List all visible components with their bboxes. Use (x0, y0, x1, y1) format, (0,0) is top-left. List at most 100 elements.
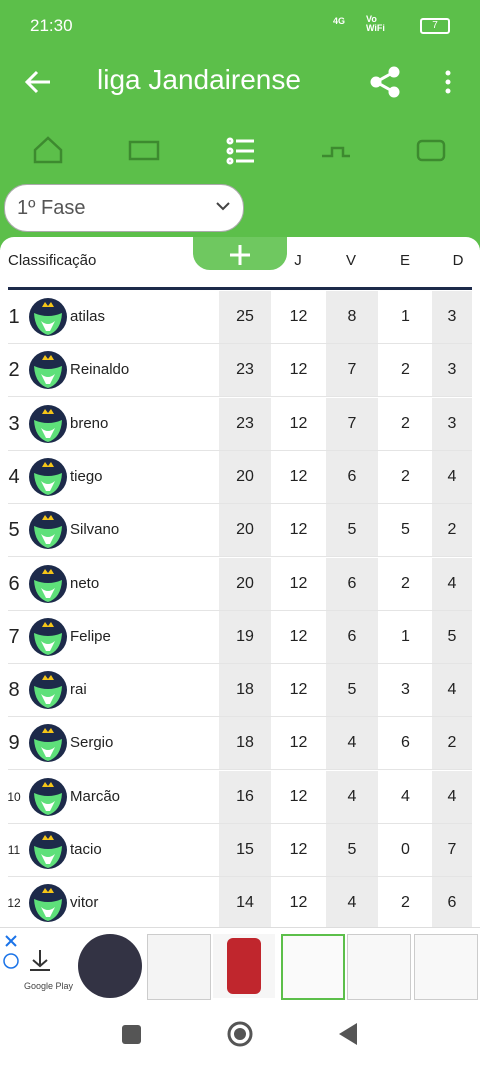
stat-cell: 5 (432, 610, 472, 663)
stat-cell: 12 (289, 467, 308, 485)
team-logo (29, 511, 67, 550)
table-row[interactable]: 20 12 5 5 2 5 Silvano (0, 504, 480, 558)
back-button[interactable] (339, 1023, 357, 1045)
table-row[interactable]: 23 12 7 2 3 2 Reinaldo (0, 344, 480, 398)
stat-cell: 12 (289, 787, 308, 805)
stat-cell: 6 (326, 610, 378, 663)
table-row[interactable]: 15 12 5 0 7 11 tacio (0, 824, 480, 877)
table-row[interactable]: 16 12 4 4 4 10 Marcão (0, 770, 480, 824)
stat-cell: 6 (326, 557, 378, 610)
stat-cell: 3 (432, 344, 472, 397)
stat-cell: 5 (326, 824, 378, 876)
time: 21:30 (30, 16, 73, 35)
header-e: E (399, 252, 410, 269)
toolbar-icons (24, 66, 451, 165)
team-name: Felipe (70, 627, 111, 645)
table-row[interactable]: 23 12 7 2 3 3 breno (0, 397, 480, 451)
rank: 1 (8, 306, 20, 328)
rank: 8 (8, 679, 20, 702)
stat-cell: 1 (401, 308, 410, 325)
stat-cell: 4 (432, 450, 472, 503)
team-logo (29, 617, 67, 656)
stat-cell: 12 (289, 894, 308, 912)
stat-cell: 7 (326, 397, 378, 450)
stat-cell: 14 (219, 877, 271, 927)
rank: 11 (7, 843, 21, 857)
bracket-tab[interactable] (322, 146, 350, 158)
rank: 2 (8, 359, 20, 382)
rank: 10 (7, 789, 21, 804)
team-name: Marcão (70, 787, 121, 805)
recents-button[interactable] (122, 1025, 141, 1044)
team-logo (29, 724, 67, 763)
stat-cell: 20 (219, 504, 271, 557)
row-separator (8, 876, 472, 877)
table-row[interactable]: 20 12 6 2 4 4 tiego (0, 450, 480, 504)
rank: 4 (8, 465, 20, 488)
stat-cell: 12 (289, 361, 308, 379)
team-name: Reinaldo (70, 361, 130, 379)
ad-image[interactable] (347, 934, 411, 1000)
stat-cell: 15 (219, 824, 271, 876)
ad-image[interactable] (414, 934, 478, 1000)
ad-image[interactable] (213, 934, 275, 998)
stat-cell: 12 (289, 841, 308, 858)
table-row[interactable]: 18 12 4 6 2 9 Sergio (0, 717, 480, 771)
share-icon[interactable] (370, 66, 400, 98)
stat-cell: 6 (432, 877, 472, 927)
stat-cell: 2 (401, 894, 410, 912)
phase-dropdown[interactable]: 1º Fase (4, 184, 244, 232)
stat-cell: 6 (326, 450, 378, 503)
row-separator (8, 502, 472, 504)
stat-cell: 18 (219, 717, 271, 770)
stat-cell: 7 (432, 824, 472, 876)
header-d: D (452, 252, 464, 269)
ad-image[interactable] (78, 934, 142, 998)
ad-image[interactable] (281, 934, 345, 1000)
stat-cell: 5 (326, 504, 378, 557)
field-tab[interactable] (128, 140, 160, 161)
stat-cell: 2 (432, 717, 472, 770)
ad-banner[interactable]: Google Play (0, 927, 480, 1002)
stat-cell: 25 (219, 291, 271, 343)
home-tab[interactable] (33, 136, 63, 164)
team-name: atilas (70, 308, 106, 325)
stat-cell: 4 (432, 557, 472, 610)
team-logo (29, 777, 67, 816)
stat-cell: 3 (432, 291, 472, 343)
store-label: Google Play (24, 981, 74, 991)
stat-cell: 23 (219, 397, 271, 450)
team-name: tacio (70, 841, 102, 858)
menu-icon[interactable] (445, 70, 451, 94)
stat-cell: 19 (219, 610, 271, 663)
home-button[interactable] (227, 1021, 253, 1047)
table-tab[interactable] (226, 137, 254, 165)
table-row[interactable]: 19 12 6 1 5 7 Felipe (0, 610, 480, 664)
row-separator (8, 609, 472, 611)
table-row[interactable]: 18 12 5 3 4 8 rai (0, 664, 480, 718)
stat-cell: 4 (326, 717, 378, 770)
stat-cell: 12 (289, 521, 308, 539)
chevron (216, 202, 230, 211)
stat-cell: 20 (219, 450, 271, 503)
stat-cell: 3 (432, 397, 472, 450)
stat-cell: 4 (326, 877, 378, 927)
stat-cell: 4 (401, 787, 410, 805)
rank: 7 (8, 625, 20, 648)
add-button[interactable] (193, 237, 287, 270)
ad-image[interactable] (147, 934, 211, 1000)
row-separator (8, 769, 472, 771)
team-logo (29, 404, 67, 443)
stat-cell: 2 (401, 361, 410, 379)
table-row[interactable]: 20 12 6 2 4 6 neto (0, 557, 480, 611)
back-icon[interactable] (24, 70, 50, 94)
stat-cell: 16 (219, 770, 271, 823)
row-separator (8, 822, 472, 824)
video-tab[interactable] (416, 139, 446, 162)
team-name: Silvano (70, 521, 120, 539)
team-logo (29, 564, 67, 603)
table-row[interactable]: 14 12 4 2 6 12 vitor (0, 877, 480, 927)
table-row[interactable]: 25 12 8 1 3 1 atilas (0, 291, 480, 344)
stat-cell: 5 (401, 521, 410, 539)
